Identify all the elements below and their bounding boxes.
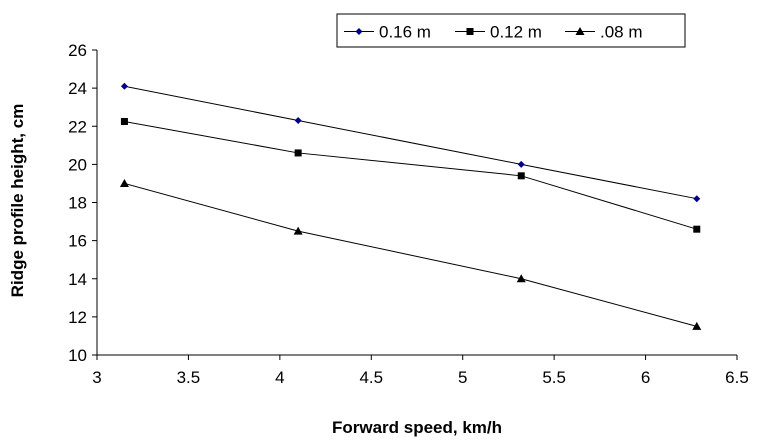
legend-label: 0.12 m (490, 23, 542, 42)
data-point (294, 117, 302, 125)
data-point (516, 274, 526, 283)
legend-item: .08 m (565, 23, 643, 42)
series-2 (120, 117, 701, 233)
y-tick-label: 22 (68, 117, 87, 136)
y-tick-label: 20 (68, 155, 87, 174)
legend-marker (355, 28, 363, 35)
legend-item: 0.12 m (455, 23, 542, 42)
data-point (693, 225, 701, 233)
legend: 0.16 m 0.12 m .08 m (336, 13, 686, 48)
x-tick-label: 4 (275, 368, 284, 387)
y-axis-title: Ridge profile height, cm (8, 104, 27, 298)
y-tick-label: 18 (68, 194, 87, 213)
data-point (293, 226, 303, 235)
y-tick-label: 14 (68, 270, 87, 289)
y-tick-label: 26 (68, 41, 87, 60)
legend-marker (466, 28, 474, 35)
x-tick-label: 6 (641, 368, 650, 387)
data-point (120, 117, 128, 125)
x-tick-label: 3.5 (177, 368, 201, 387)
x-tick-label: 6.5 (725, 368, 749, 387)
data-point (120, 82, 128, 90)
series-line (124, 120, 697, 230)
x-axis-title: Forward speed, km/h (332, 418, 502, 437)
legend-item: 0.16 m (344, 23, 431, 42)
data-point (119, 178, 129, 187)
x-tick-label: 5 (458, 368, 467, 387)
x-axis-ticks: 3 3.5 4 4.5 5 5.5 6 6.5 (92, 355, 749, 387)
y-axis-ticks: 10 12 14 16 18 20 22 24 26 (68, 41, 97, 365)
x-tick-label: 4.5 (359, 368, 383, 387)
data-point (517, 160, 525, 168)
series-line (124, 182, 697, 327)
y-tick-label: 12 (68, 308, 87, 327)
legend-items: 0.16 m 0.12 m .08 m (344, 23, 643, 42)
data-point (294, 149, 302, 157)
data-point (517, 172, 525, 180)
legend-marker (575, 27, 585, 35)
series-3 (119, 178, 702, 330)
x-tick-label: 3 (92, 368, 101, 387)
y-tick-label: 24 (68, 79, 87, 98)
series-line (124, 85, 697, 200)
x-tick-label: 5.5 (542, 368, 566, 387)
legend-box (336, 13, 686, 48)
legend-label: 0.16 m (379, 23, 431, 42)
legend-label: .08 m (600, 23, 643, 42)
y-tick-label: 16 (68, 232, 87, 251)
y-tick-label: 10 (68, 346, 87, 365)
plot-area: 10 12 14 16 18 20 22 24 26 3 3.5 4 4.5 5 5.5 6 6.5 (68, 41, 749, 387)
series-1 (120, 82, 701, 203)
series-layer (119, 82, 702, 330)
data-point (692, 321, 702, 330)
data-point (693, 195, 701, 203)
